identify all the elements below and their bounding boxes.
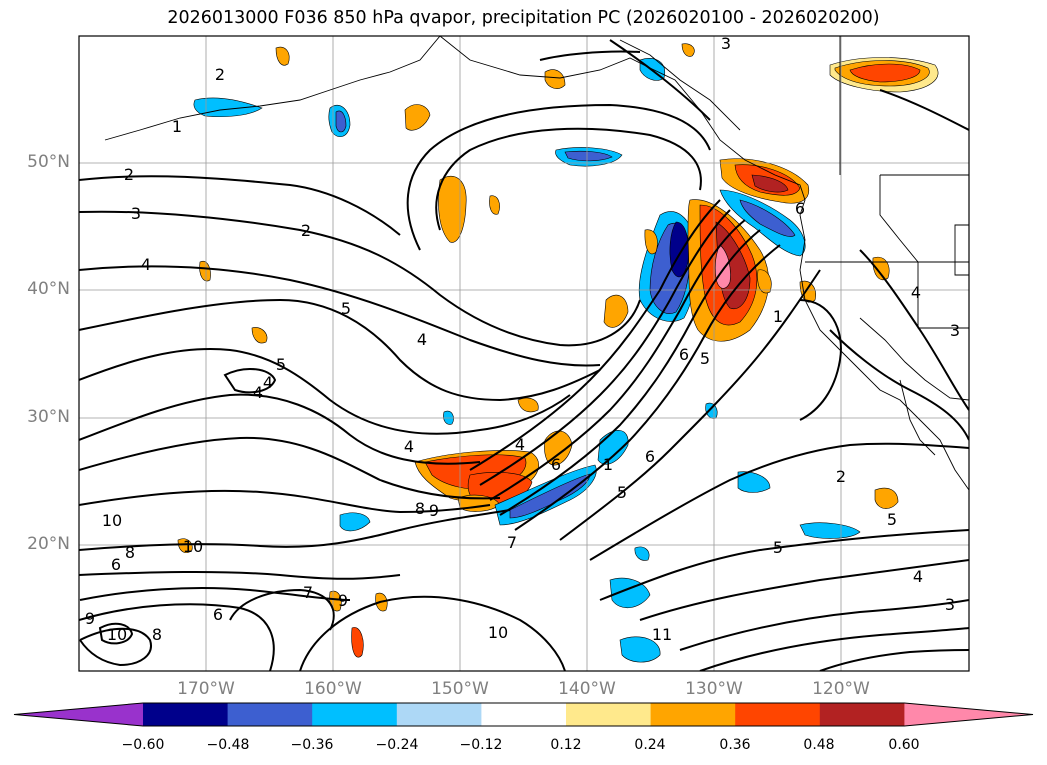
contour-labels: 3 2 1 2 3 4 2 5 4 5 4 4 4 4 8 9 10 10 8 … [85, 34, 960, 644]
lat-label: 20°N [27, 534, 70, 554]
contour-label: 6 [679, 345, 689, 364]
qvapor-contours [79, 39, 969, 671]
colorbar-tick-label: 0.24 [634, 737, 666, 753]
colorbar-outline [13, 702, 1034, 727]
colorbar-swatch [143, 703, 229, 726]
colorbar-tick-label: −0.48 [206, 737, 250, 753]
colorbar-swatch [566, 703, 652, 726]
contour-label: 2 [301, 221, 311, 240]
colorbar-swatch [312, 703, 398, 726]
contour-label: 4 [263, 373, 273, 392]
colorbar [13, 702, 1034, 727]
contour-label: 2 [836, 467, 846, 486]
contour-label: 2 [215, 65, 225, 84]
contour-label: 7 [303, 583, 313, 602]
contour-label: 8 [152, 625, 162, 644]
contour-label: 6 [111, 555, 121, 574]
contour-label: 1 [773, 307, 783, 326]
lat-label: 50°N [27, 152, 70, 172]
contour-label: 9 [338, 591, 348, 610]
colorbar-tick-label: 0.60 [888, 737, 920, 753]
contour-label: 5 [276, 355, 286, 374]
lat-label: 30°N [27, 407, 70, 427]
map-area: 3 2 1 2 3 4 2 5 4 5 4 4 4 4 8 9 10 10 8 … [79, 34, 969, 671]
contour-label: 6 [795, 199, 805, 218]
contour-label: 3 [945, 595, 955, 614]
colorbar-swatch [227, 703, 313, 726]
colorbar-swatch [396, 703, 482, 726]
contour-label: 1 [603, 455, 613, 474]
colorbar-swatch [819, 703, 905, 726]
lon-label: 130°W [685, 679, 743, 699]
contour-label: 9 [429, 501, 439, 520]
contour-label: 11 [652, 625, 672, 644]
contour-label: 10 [183, 537, 203, 556]
colorbar-tick-label: 0.48 [803, 737, 835, 753]
contour-label: 10 [488, 623, 508, 642]
contour-label: 4 [404, 437, 414, 456]
contour-label: 4 [417, 330, 427, 349]
contour-label: 5 [887, 510, 897, 529]
colorbar-swatch [735, 703, 821, 726]
contour-label: 6 [551, 455, 561, 474]
lon-label: 150°W [431, 679, 489, 699]
lon-label: 160°W [304, 679, 362, 699]
map-frame [78, 35, 970, 672]
colorbar-tick-label: 0.36 [719, 737, 751, 753]
colorbar-extend-low [14, 703, 143, 726]
colorbar-extend-high [904, 703, 1033, 726]
contour-label: 4 [141, 255, 151, 274]
colorbar-tick-label: −0.36 [290, 737, 334, 753]
contour-label: 4 [515, 435, 525, 454]
contour-label: 4 [253, 383, 263, 402]
contour-label: 7 [507, 533, 517, 552]
contour-label: 5 [700, 349, 710, 368]
contour-label: 6 [213, 605, 223, 624]
gridlines [79, 36, 969, 671]
contour-label: 4 [913, 567, 923, 586]
colorbar-swatch [650, 703, 736, 726]
colorbar-tick-label: 0.12 [550, 737, 582, 753]
lon-label: 140°W [558, 679, 616, 699]
colorbar-tick-label: −0.24 [375, 737, 419, 753]
contour-label: 6 [645, 447, 655, 466]
lat-label: 40°N [27, 279, 70, 299]
colorbar-tick-label: −0.12 [459, 737, 503, 753]
contour-label: 1 [172, 117, 182, 136]
contour-label: 3 [950, 321, 960, 340]
contour-label: 9 [85, 609, 95, 628]
lon-label: 120°W [812, 679, 870, 699]
contour-label: 2 [124, 165, 134, 184]
contour-label: 5 [773, 538, 783, 557]
lon-label: 170°W [177, 679, 235, 699]
contour-label: 3 [131, 204, 141, 223]
contour-label: 4 [911, 283, 921, 302]
contour-label: 5 [341, 299, 351, 318]
map-title: 2026013000 F036 850 hPa qvapor, precipit… [167, 8, 880, 28]
colorbar-swatch [481, 703, 567, 726]
contour-label: 10 [102, 511, 122, 530]
colorbar-tick-label: −0.60 [121, 737, 165, 753]
contour-label: 3 [721, 34, 731, 53]
contour-label: 5 [617, 483, 627, 502]
contour-label: 8 [415, 499, 425, 518]
contour-label: 8 [125, 543, 135, 562]
contour-label: 10 [107, 625, 127, 644]
coastlines [104, 36, 969, 491]
